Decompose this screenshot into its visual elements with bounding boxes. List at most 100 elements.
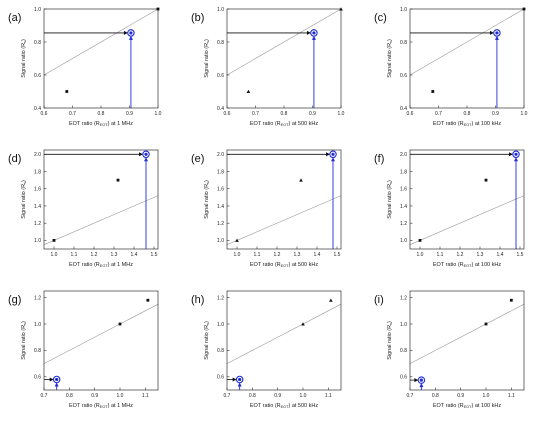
vertical-arrow-head — [54, 382, 59, 387]
y-tick-label: 1.0 — [400, 322, 407, 328]
data-point — [339, 7, 343, 11]
chart-panel: 1.0 1.1 1.2 1.3 1.4 1.5 1.0 1.2 1.4 1.6 1.8 2.0 EOT … — [0, 141, 183, 281]
y-tick-label: 1.0 — [400, 7, 407, 13]
panel-label: (i) — [374, 294, 384, 306]
x-tick-label: 0.8 — [249, 393, 256, 399]
y-tick-label: 1.4 — [400, 204, 407, 210]
x-tick-label: 1.2 — [274, 252, 281, 258]
x-tick-label: 0.9 — [126, 111, 133, 117]
y-tick-label: 0.4 — [34, 106, 41, 112]
x-tick-label: 1.1 — [437, 252, 444, 258]
data-point — [65, 90, 69, 93]
panel-label: (c) — [374, 12, 387, 24]
y-tick-label: 0.8 — [400, 40, 407, 46]
x-tick-label: 1.1 — [142, 393, 149, 399]
x-tick-label: 1.0 — [521, 111, 528, 117]
diagonal-line — [409, 303, 525, 364]
x-axis-label: EOT ratio (REOT) at 1 MHz — [69, 403, 133, 409]
x-tick-label: 0.9 — [309, 111, 316, 117]
y-tick-label: 0.6 — [34, 375, 41, 381]
y-tick-label: 2.0 — [34, 152, 41, 158]
chart-panel: 0.6 0.7 0.8 0.9 1.0 0.4 0.6 0.8 1.0 EOT ratio (RE… — [0, 0, 183, 140]
panel-label: (h) — [191, 294, 204, 306]
x-tick-label: 0.9 — [492, 111, 499, 117]
vertical-arrow-head — [237, 382, 242, 387]
data-point — [301, 322, 305, 326]
x-tick-label: 1.5 — [334, 252, 341, 258]
chart-panel: 1.0 1.1 1.2 1.3 1.4 1.5 1.0 1.2 1.4 1.6 1.8 2.0 EOT … — [183, 141, 366, 281]
vertical-arrow-head — [331, 157, 335, 162]
x-axis-label: EOT ratio (REOT) at 500 kHz — [250, 121, 318, 127]
data-point — [246, 89, 251, 93]
x-tick-label: 1.5 — [151, 252, 158, 258]
y-tick-label: 0.6 — [400, 73, 407, 79]
diagonal-line — [226, 8, 342, 76]
x-tick-label: 0.7 — [224, 393, 231, 399]
highlight-point — [495, 31, 499, 35]
panel-label: (b) — [191, 12, 204, 24]
y-tick-label: 0.8 — [34, 40, 41, 46]
x-tick-label: 1.1 — [71, 252, 78, 258]
y-tick-label: 0.8 — [217, 40, 224, 46]
x-tick-label: 1.2 — [91, 252, 98, 258]
data-point — [418, 238, 422, 242]
y-tick-label: 1.2 — [400, 221, 407, 227]
y-tick-label: 0.6 — [217, 73, 224, 79]
plot-frame — [226, 8, 342, 109]
chart-svg: 1.0 1.1 1.2 1.3 1.4 1.5 1.0 1.2 1.4 1.6 1.8 2.0 EOT … — [191, 149, 342, 268]
y-tick-label: 2.0 — [400, 152, 407, 158]
x-tick-label: 1.0 — [155, 111, 162, 117]
horizontal-arrow-head — [139, 152, 143, 157]
horizontal-arrow-head — [49, 377, 54, 382]
diagonal-line — [43, 8, 159, 76]
plot-frame — [43, 149, 159, 250]
y-tick-label: 0.8 — [34, 348, 41, 354]
vertical-arrow-head — [494, 35, 499, 40]
x-tick-label: 0.9 — [274, 393, 281, 399]
data-point — [156, 7, 160, 11]
y-axis-label: Signal ratio (Rs) — [21, 180, 27, 219]
x-tick-label: 1.0 — [234, 252, 241, 258]
y-axis-label: Signal ratio (Rs) — [21, 39, 27, 78]
x-tick-label: 0.9 — [91, 393, 98, 399]
data-point — [299, 178, 303, 182]
vertical-arrow-head — [311, 35, 316, 40]
chart-panel: 0.7 0.8 0.9 1.0 1.1 0.6 0.8 1.0 1.2 EOT ratio (RE… — [366, 282, 549, 422]
x-axis-label: EOT ratio (REOT) at 500 kHz — [250, 262, 318, 268]
vertical-arrow-head — [514, 157, 518, 162]
x-tick-label: 1.0 — [417, 252, 424, 258]
x-tick-label: 1.1 — [325, 393, 332, 399]
y-tick-label: 1.8 — [400, 169, 407, 175]
panel-label: (a) — [8, 12, 21, 24]
x-tick-label: 1.3 — [477, 252, 484, 258]
panel-label: (f) — [374, 153, 384, 165]
plot-frame — [43, 290, 159, 391]
diagonal-line — [43, 195, 159, 245]
data-point — [522, 7, 526, 11]
chart-svg: 0.7 0.8 0.9 1.0 1.1 0.6 0.8 1.0 1.2 EOT ratio (RE… — [374, 290, 525, 409]
highlight-ring — [127, 29, 135, 37]
y-axis-label: Signal ratio (Rs) — [21, 321, 27, 360]
x-tick-label: 1.3 — [294, 252, 301, 258]
horizontal-arrow-head — [509, 152, 513, 157]
y-tick-label: 1.2 — [34, 295, 41, 301]
x-axis-label: EOT ratio (REOT) at 500 kHz — [250, 403, 318, 409]
x-tick-label: 0.8 — [98, 111, 105, 117]
chart-svg: 1.0 1.1 1.2 1.3 1.4 1.5 1.0 1.2 1.4 1.6 1.8 2.0 EOT … — [8, 149, 159, 268]
x-tick-label: 1.4 — [314, 252, 321, 258]
y-axis-label: Signal ratio (Rs) — [387, 39, 393, 78]
y-tick-label: 0.8 — [217, 348, 224, 354]
x-tick-label: 0.6 — [407, 111, 414, 117]
data-point — [116, 178, 120, 182]
data-point — [431, 90, 435, 93]
highlight-ring — [417, 376, 426, 384]
panel-label: (g) — [8, 294, 21, 306]
vertical-arrow-head — [128, 35, 133, 40]
y-tick-label: 1.0 — [34, 238, 41, 244]
data-point — [235, 238, 239, 242]
y-tick-label: 1.2 — [217, 221, 224, 227]
vertical-arrow-head — [419, 383, 424, 388]
